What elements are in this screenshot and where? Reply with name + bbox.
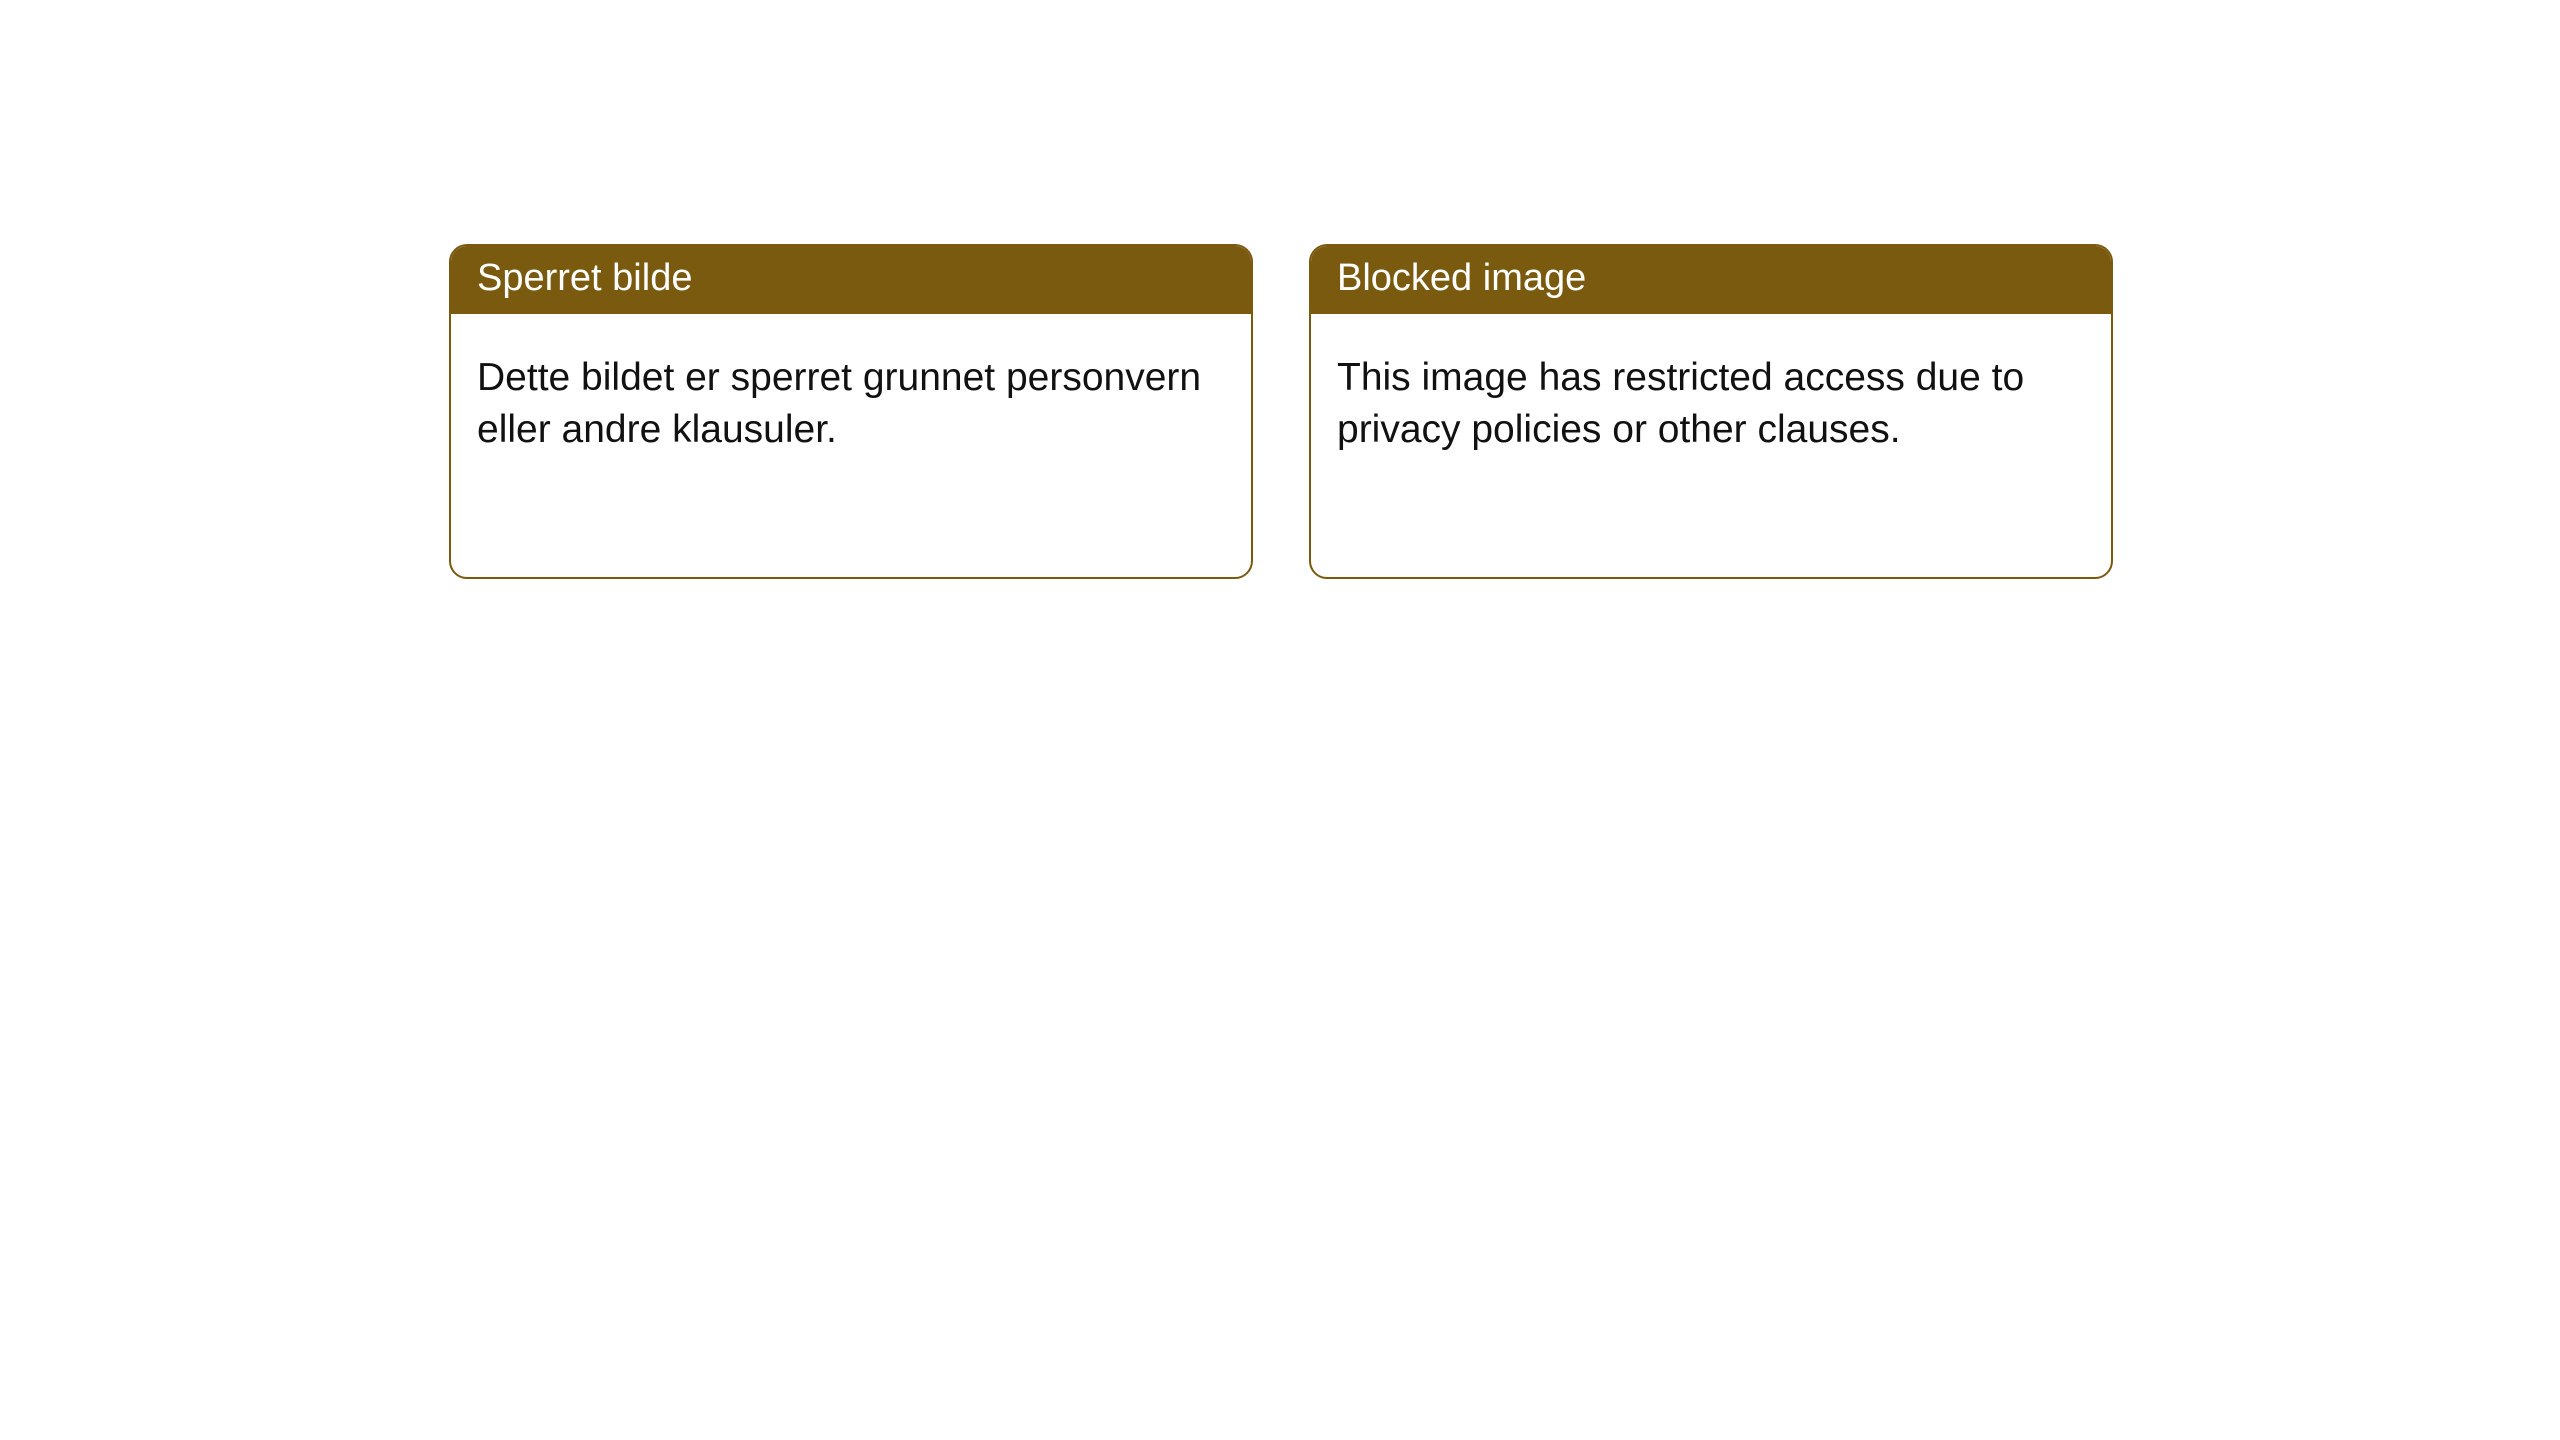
blocked-image-card-en: Blocked image This image has restricted … <box>1309 244 2113 579</box>
card-body: This image has restricted access due to … <box>1311 314 2111 483</box>
card-body: Dette bildet er sperret grunnet personve… <box>451 314 1251 483</box>
blocked-image-card-no: Sperret bilde Dette bildet er sperret gr… <box>449 244 1253 579</box>
card-row: Sperret bilde Dette bildet er sperret gr… <box>0 0 2560 579</box>
card-title: Sperret bilde <box>451 246 1251 314</box>
card-title: Blocked image <box>1311 246 2111 314</box>
